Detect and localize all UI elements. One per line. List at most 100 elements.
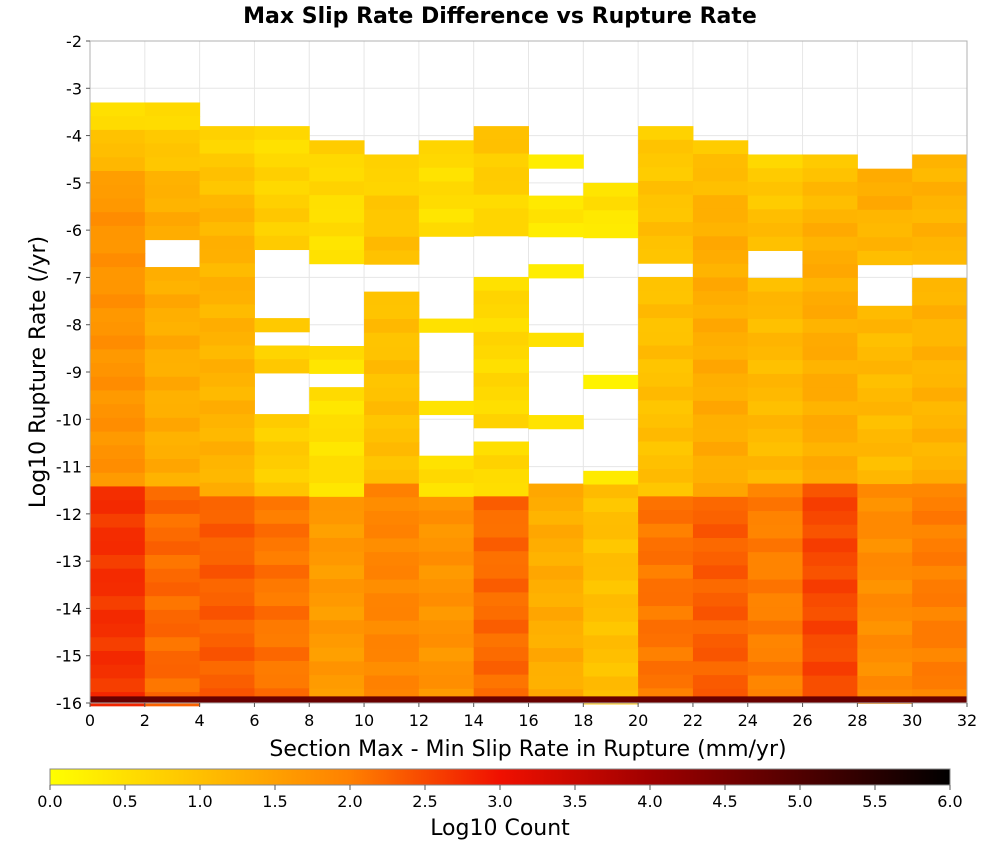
heatmap-cell [254,180,310,196]
heatmap-cell [199,276,255,292]
heatmap-cell [144,459,201,474]
colorbar-tick-label: 4.5 [712,792,737,811]
x-tick-label: 32 [957,711,977,730]
heatmap-cell [912,346,968,361]
heatmap-cell [692,154,749,169]
colorbar-tick-label: 5.0 [787,792,812,811]
heatmap-cell [692,524,749,539]
x-tick-label: 10 [354,711,374,730]
heatmap-cell [418,675,475,690]
heatmap-cell [254,441,310,456]
heatmap-cell [912,319,968,334]
heatmap-cell [802,305,858,320]
heatmap-cell [364,209,420,224]
heatmap-cell [638,455,694,470]
heatmap-cell [638,468,694,484]
y-axis-ticks: -2 -3 -4 -5 -6 -7 -8 -9 -10 -11 -12 -13 -14 -15 -16 [56,32,90,713]
heatmap-cell [90,157,146,172]
heatmap-cell [857,333,913,348]
heatmap-cell [199,290,255,305]
heatmap-cell [857,319,913,334]
heatmap-cell [309,565,365,580]
colorbar-tick-label: 4.0 [637,792,662,811]
heatmap-cell [364,593,420,608]
heatmap-cell [90,184,146,199]
heatmap-cell [857,415,913,430]
heatmap-cell [199,496,255,511]
heatmap-cell [583,649,639,664]
heatmap-cell [747,277,804,293]
heatmap-cell [638,249,694,264]
heatmap-cell [857,525,913,540]
heatmap-cell [473,386,529,401]
heatmap-cell [857,456,913,471]
heatmap-cell [638,276,694,292]
heatmap-cell [747,442,804,457]
heatmap-cell [90,349,146,364]
heatmap-cell [692,291,749,306]
heatmap-cell [802,291,858,306]
heatmap-cell [473,400,529,415]
heatmap-cell [473,126,529,141]
heatmap-cell [418,400,475,416]
heatmap-cell [692,318,749,333]
heatmap-cell [418,455,475,470]
heatmap-cell [254,647,310,662]
heatmap-cell [199,153,255,168]
heatmap-cell [638,647,694,662]
heatmap-cell [90,554,146,570]
heatmap-cell [199,167,255,182]
heatmap-cell [912,442,968,457]
heatmap-cell [747,346,804,361]
heatmap-cell [144,157,201,172]
heatmap-cell [692,359,749,374]
heatmap-cell [583,621,639,636]
heatmap-cell [473,468,529,484]
heatmap-cells [90,102,968,707]
heatmap-cell [364,552,420,567]
heatmap-cell [802,195,858,210]
y-tick-label: -2 [66,32,82,51]
heatmap-cell [912,195,968,210]
heatmap-cell [309,537,365,553]
y-tick-label: -3 [66,79,82,98]
heatmap-cell [638,208,694,223]
heatmap-cell [912,607,968,622]
heatmap-cell [692,661,749,676]
heatmap-cell [692,373,749,388]
heatmap-cell [638,331,694,347]
x-tick-label: 20 [628,711,648,730]
heatmap-cell [309,483,365,498]
heatmap-cell [144,568,201,583]
heatmap-cell [638,359,694,374]
heatmap-cell [418,633,475,649]
heatmap-cell [857,223,913,238]
heatmap-cell [802,675,858,690]
colorbar-tick-label: 1.0 [187,792,212,811]
heatmap-cell [802,579,858,594]
heatmap-cell [528,661,584,677]
heatmap-cell [692,633,749,649]
colorbar-tick-label: 0.5 [112,792,137,811]
heatmap-cell [747,456,804,471]
heatmap-cell [912,360,968,375]
heatmap-cell [364,401,420,416]
heatmap-cell [90,513,146,529]
heatmap-cell [144,678,201,693]
heatmap-cell [802,538,858,553]
heatmap-cell [199,222,255,237]
heatmap-cell [90,486,146,501]
colorbar [49,768,951,786]
heatmap-cell [90,404,146,419]
heatmap-cell [912,291,968,306]
heatmap-cell [583,223,639,239]
heatmap-cell [528,675,584,690]
heatmap-cell [473,414,529,429]
heatmap-cell [364,291,420,306]
x-tick-label: 16 [518,711,538,730]
heatmap-cell [692,195,749,210]
heatmap-cell [199,510,255,525]
heatmap-cell [638,414,694,429]
heatmap-cell [912,579,968,594]
heatmap-cell [638,139,694,155]
